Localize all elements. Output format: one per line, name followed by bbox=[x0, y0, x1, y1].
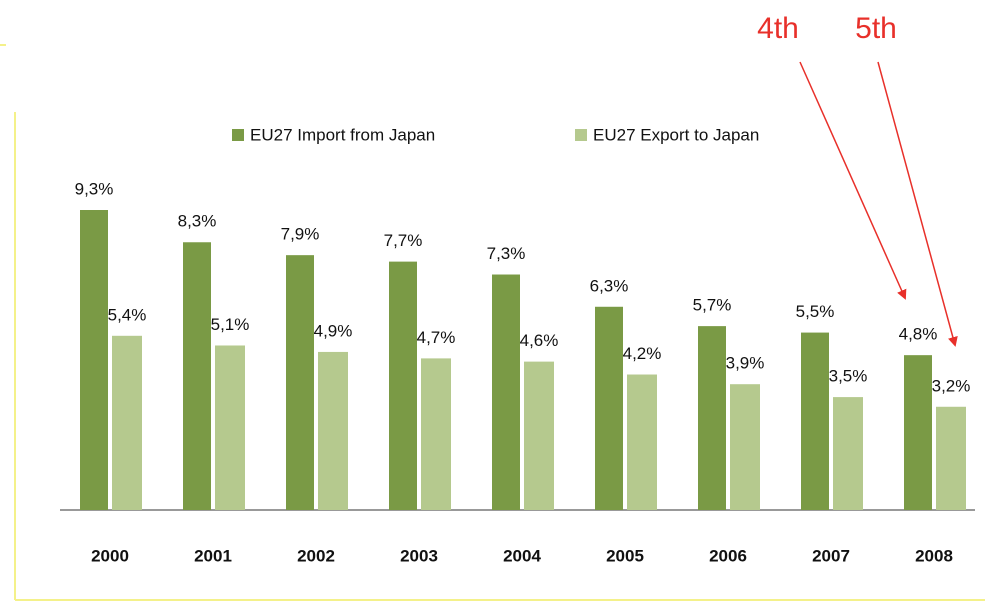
data-label: 5,7% bbox=[693, 296, 732, 315]
x-tick-label: 2007 bbox=[812, 546, 850, 565]
bar bbox=[215, 345, 245, 510]
annotation: 5th bbox=[855, 12, 897, 45]
data-label: 4,6% bbox=[520, 331, 559, 350]
data-label: 4,8% bbox=[899, 325, 938, 344]
bar bbox=[595, 306, 623, 510]
data-label: 9,3% bbox=[75, 179, 114, 198]
bar bbox=[421, 358, 451, 510]
bar bbox=[833, 397, 863, 510]
annotation-arrow bbox=[877, 61, 958, 347]
legend-label: EU27 Import from Japan bbox=[250, 125, 435, 144]
data-label: 5,4% bbox=[108, 305, 147, 324]
bar bbox=[112, 335, 142, 510]
bar bbox=[730, 384, 760, 510]
x-tick-label: 2006 bbox=[709, 546, 747, 565]
bar bbox=[524, 361, 554, 510]
bar bbox=[286, 255, 314, 510]
data-label: 6,3% bbox=[590, 276, 629, 295]
data-label: 3,2% bbox=[932, 376, 971, 395]
x-tick-label: 2000 bbox=[91, 546, 129, 565]
bar bbox=[698, 326, 726, 510]
data-label: 5,1% bbox=[211, 315, 250, 334]
bar bbox=[904, 355, 932, 510]
data-label: 8,3% bbox=[178, 212, 217, 231]
data-label: 4,9% bbox=[314, 321, 353, 340]
data-label: 7,7% bbox=[384, 231, 423, 250]
data-label: 7,3% bbox=[487, 244, 526, 263]
data-label: 4,7% bbox=[417, 328, 456, 347]
legend-swatch bbox=[232, 129, 244, 141]
bar bbox=[801, 332, 829, 510]
x-tick-label: 2004 bbox=[503, 546, 541, 565]
bar bbox=[389, 261, 417, 510]
x-tick-label: 2005 bbox=[606, 546, 644, 565]
bar bbox=[627, 374, 657, 510]
data-label: 5,5% bbox=[796, 302, 835, 321]
data-label: 3,9% bbox=[726, 354, 765, 373]
annotation: 4th bbox=[757, 12, 799, 45]
data-label: 4,2% bbox=[623, 344, 662, 363]
annotation-arrow bbox=[799, 61, 907, 300]
x-tick-label: 2002 bbox=[297, 546, 335, 565]
x-tick-label: 2003 bbox=[400, 546, 438, 565]
bar bbox=[80, 210, 108, 510]
bar bbox=[936, 406, 966, 510]
bar bbox=[183, 242, 211, 511]
x-tick-label: 2001 bbox=[194, 546, 232, 565]
bar bbox=[318, 351, 348, 510]
data-label: 3,5% bbox=[829, 367, 868, 386]
legend-label: EU27 Export to Japan bbox=[593, 125, 759, 144]
legend-swatch bbox=[575, 129, 587, 141]
data-label: 7,9% bbox=[281, 225, 320, 244]
x-tick-label: 2008 bbox=[915, 546, 953, 565]
bar bbox=[492, 274, 520, 510]
